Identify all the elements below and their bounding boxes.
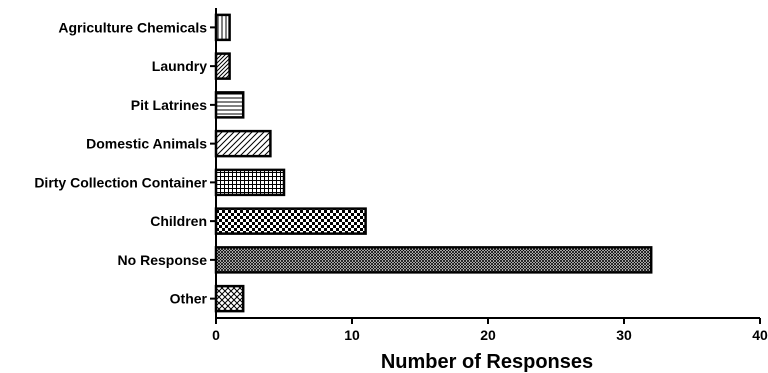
bar-children	[214, 207, 367, 235]
bar-pit-latrines	[214, 91, 245, 119]
category-label-pit-latrines: Pit Latrines	[131, 97, 207, 113]
bar-dirty-collection-container	[214, 168, 286, 197]
x-tick-label: 30	[616, 327, 632, 343]
category-label-children: Children	[150, 213, 207, 229]
y-axis: Agriculture Chemicals Laundry Pit Latrines…	[34, 8, 217, 318]
category-label-laundry: Laundry	[152, 58, 207, 74]
x-axis: 0 10 20 30 40	[212, 317, 768, 343]
x-tick-label: 0	[212, 327, 220, 343]
bars-group	[214, 13, 653, 313]
category-label-agriculture-chemicals: Agriculture Chemicals	[58, 19, 207, 35]
bar-no-response	[214, 246, 653, 274]
x-axis-title: Number of Responses	[381, 351, 593, 373]
x-tick-label: 40	[752, 327, 768, 343]
bar-other	[214, 284, 245, 313]
x-tick-label: 10	[344, 327, 360, 343]
category-label-other: Other	[170, 291, 208, 307]
category-label-no-response: No Response	[118, 252, 208, 268]
bar-domestic-animals	[214, 129, 272, 158]
x-tick-label: 20	[480, 327, 496, 343]
category-label-dirty-collection-container: Dirty Collection Container	[34, 174, 207, 190]
bar-agriculture-chemicals	[214, 13, 231, 42]
bar-laundry	[214, 52, 231, 80]
category-label-domestic-animals: Domestic Animals	[86, 136, 207, 152]
